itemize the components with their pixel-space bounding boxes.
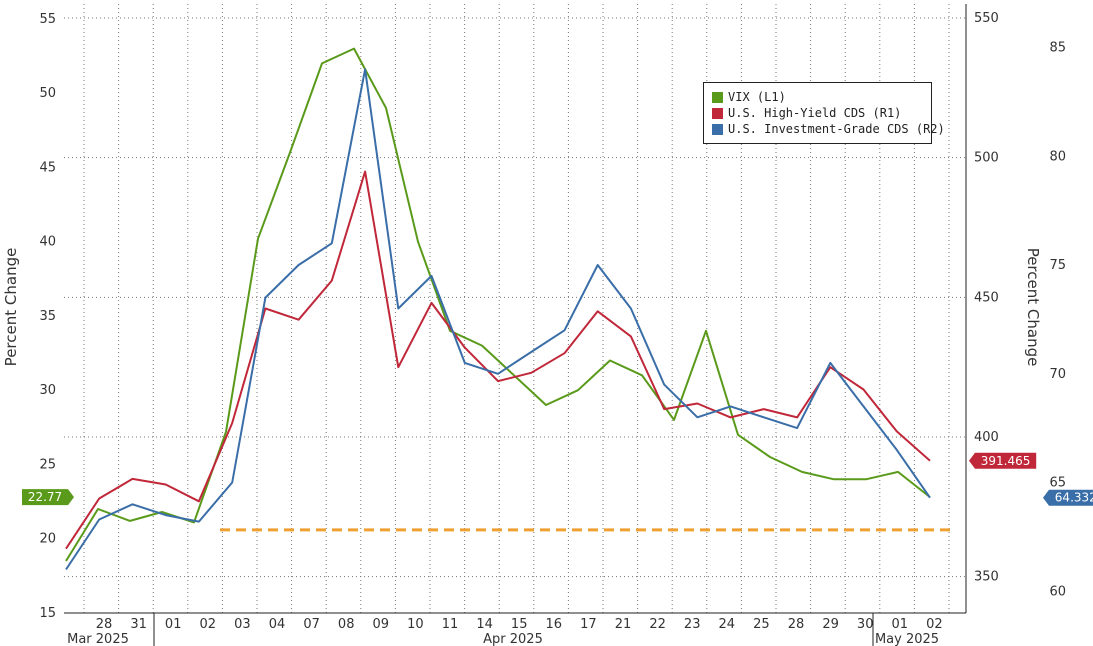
- x-day-label: 11: [442, 617, 459, 632]
- r1-axis-ticks: 350 400 450 500 550: [974, 11, 999, 585]
- x-day-label: 16: [546, 617, 563, 632]
- legend-label-ig-cds: U.S. Investment-Grade CDS (R2): [728, 122, 945, 136]
- legend-swatch-hy-cds: [712, 107, 723, 119]
- left-tick-label: 20: [39, 532, 56, 547]
- x-day-label: 28: [96, 617, 113, 632]
- left-tick-label: 30: [39, 383, 56, 398]
- x-day-label: 03: [234, 617, 251, 632]
- series-line-u-s-investment-grade-cds-r2: [65, 68, 931, 571]
- legend-swatch-vix: [712, 91, 723, 103]
- vix-last-value-tag-text: 22.77: [28, 490, 62, 504]
- x-day-label: 09: [373, 617, 390, 632]
- left-axis-title: Percent Change: [2, 248, 20, 367]
- left-axis-ticks: 15 20 25 30 35 40 45 50 55: [39, 12, 56, 621]
- r1-tick-label: 450: [974, 290, 999, 305]
- x-day-label: 14: [476, 617, 493, 632]
- x-day-label: 17: [580, 617, 597, 632]
- left-tick-label: 50: [39, 86, 56, 101]
- x-day-label: 07: [303, 617, 320, 632]
- legend-label-hy-cds: U.S. High-Yield CDS (R1): [728, 106, 902, 120]
- x-month-label: Mar 2025: [67, 632, 129, 646]
- x-day-label: 01: [892, 617, 909, 632]
- left-tick-label: 55: [39, 12, 56, 27]
- hy-cds-last-value-tag-shape: [969, 452, 1037, 469]
- legend-item: U.S. Investment-Grade CDS (R2): [712, 121, 945, 137]
- legend-item: VIX (L1): [712, 89, 923, 105]
- left-tick-label: 25: [39, 457, 56, 472]
- r2-tick-label: 65: [1049, 476, 1066, 491]
- left-tick-label: 40: [39, 235, 56, 250]
- x-day-label: 15: [511, 617, 528, 632]
- r1-tick-label: 500: [974, 151, 999, 166]
- r1-tick-label: 400: [974, 430, 999, 445]
- x-day-label: 22: [649, 617, 666, 632]
- r2-tick-label: 80: [1049, 149, 1066, 164]
- x-day-label: 02: [926, 617, 943, 632]
- ig-cds-last-value-tag-text: 64.332: [1055, 491, 1093, 505]
- x-day-label: 04: [269, 617, 286, 632]
- x-day-label: 21: [615, 617, 632, 632]
- x-day-label: 29: [822, 617, 839, 632]
- x-month-label: May 2025: [875, 632, 939, 646]
- legend: VIX (L1) U.S. High-Yield CDS (R1) U.S. I…: [703, 82, 945, 144]
- r2-tick-label: 85: [1049, 41, 1066, 56]
- r1-tick-label: 550: [974, 11, 999, 26]
- x-day-label: 28: [788, 617, 805, 632]
- axes-group: [64, 4, 967, 646]
- left-tick-label: 35: [39, 309, 56, 324]
- legend-item: U.S. High-Yield CDS (R1): [712, 105, 923, 121]
- x-day-label: 24: [719, 617, 736, 632]
- grid: [64, 4, 966, 613]
- hy-cds-last-value-tag-text: 391.465: [981, 454, 1031, 468]
- left-tick-label: 45: [39, 160, 56, 175]
- x-day-label: 08: [338, 617, 355, 632]
- x-day-label: 02: [200, 617, 217, 632]
- x-day-label: 23: [684, 617, 701, 632]
- x-day-label: 25: [753, 617, 770, 632]
- x-axis-ticks: 28 31 01 02 03 04 07 08 09 10 11 14 15 16 17 21 22 23 24 25…: [67, 617, 943, 646]
- x-day-label: 31: [130, 617, 147, 632]
- vix-last-value-tag-shape: [22, 489, 74, 506]
- series-line-u-s-high-yield-cds-r1: [65, 170, 931, 550]
- x-day-label: 10: [407, 617, 424, 632]
- r1-tick-label: 350: [974, 570, 999, 585]
- last-value-tags: 22.77 391.465 64.332: [22, 452, 1093, 506]
- right-axis-title: Percent Change: [1024, 248, 1042, 367]
- x-month-label: Apr 2025: [483, 632, 543, 646]
- series-group: [65, 47, 931, 571]
- legend-swatch-ig-cds: [712, 123, 723, 135]
- r2-tick-label: 60: [1049, 584, 1066, 599]
- x-day-label: 01: [165, 617, 182, 632]
- r2-axis-ticks: 60 65 70 75 80 85: [1049, 41, 1066, 600]
- ig-cds-last-value-tag-shape: [1043, 489, 1093, 506]
- x-day-label: 30: [857, 617, 874, 632]
- left-tick-label: 15: [39, 606, 56, 621]
- legend-label-vix: VIX (L1): [728, 90, 786, 104]
- r2-tick-label: 75: [1049, 258, 1066, 273]
- r2-tick-label: 70: [1049, 367, 1066, 382]
